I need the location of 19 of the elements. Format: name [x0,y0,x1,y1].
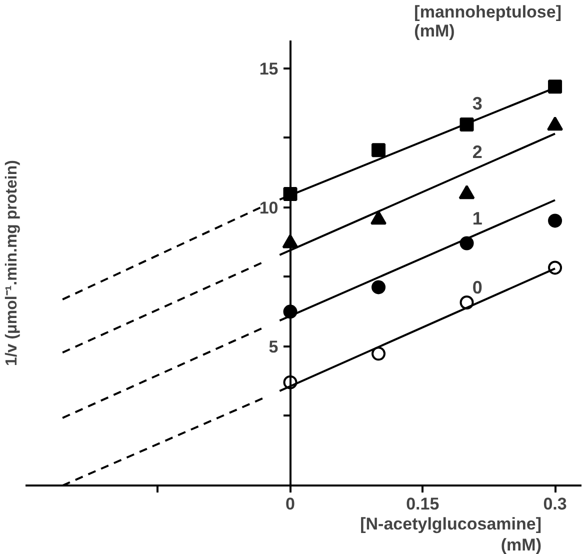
series-label: 3 [472,93,482,114]
point [548,80,562,94]
y-tick-label: 15 [259,59,278,78]
point [372,346,386,361]
y-tick-label: 10 [259,198,278,218]
x-axis-title: [N-acetylglucosamine] (mM) [360,514,542,554]
series-label: 1 [472,208,482,228]
y-tick-label: 5 [268,337,278,356]
x-tick-label: 0.15 [406,494,440,514]
point [372,280,386,294]
y-axis-title: 1/v (μmol⁻¹.min.mg protein) [4,160,20,366]
point [548,214,562,228]
series-label: 0 [472,277,482,298]
x-tick-label: 0 [286,494,296,514]
text: [mannoheptulose] (mM) [414,2,562,40]
x-tick-label: 0.3 [543,494,567,514]
point [548,260,562,275]
series-label: 2 [472,142,482,162]
point [372,143,386,158]
